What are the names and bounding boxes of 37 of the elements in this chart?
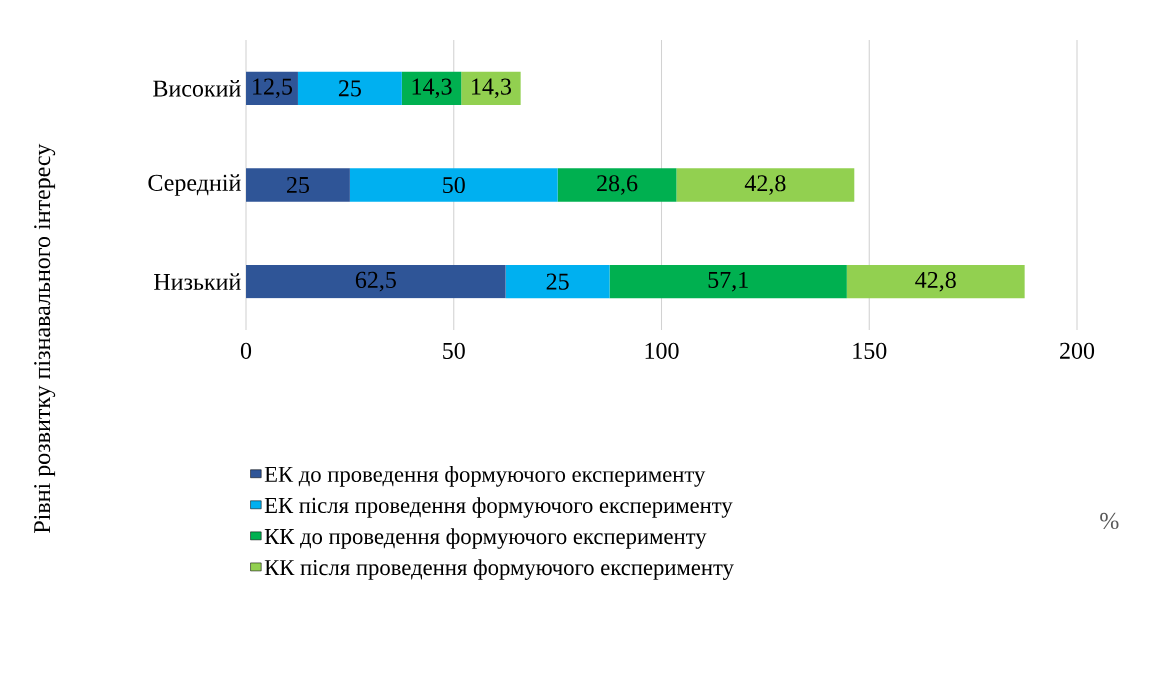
data-label: 57,1 (708, 271, 748, 292)
text: % (1100, 512, 1119, 530)
data-label: 25 (338, 80, 361, 97)
x-tick-label: 200 (1060, 342, 1095, 359)
bar (846, 265, 1025, 299)
bar (246, 265, 506, 299)
data-label: 12,5 (253, 78, 293, 99)
data-label: 14,3 (472, 78, 512, 99)
bar (609, 265, 847, 299)
bar (676, 168, 855, 202)
y-axis-title: Рівні розвитку пізнавального інтересу (34, 143, 56, 533)
x-tick-label: 100 (645, 342, 679, 359)
data-label: 25 (286, 176, 310, 194)
data-label: 42,8 (915, 271, 956, 292)
legend-label: ЕК до проведення формуючого експерименту (264, 466, 706, 487)
bar (557, 168, 677, 202)
data-label: 62,5 (355, 271, 396, 292)
bar (246, 168, 350, 202)
bar (505, 265, 610, 299)
data-label: 14,3 (412, 78, 452, 99)
bar (297, 71, 402, 105)
bar (461, 71, 521, 105)
data-label: 42,8 (744, 175, 786, 195)
x-tick-label: 50 (443, 342, 465, 359)
x-tick-label: 0 (240, 342, 252, 359)
bar (401, 71, 462, 105)
legend-label: КК після проведення формуючого експерименту (264, 559, 734, 580)
y-tick-label: Середній (148, 174, 241, 196)
data-label: 50 (443, 176, 465, 194)
data-label: 25 (546, 273, 569, 290)
data-label: 28,6 (597, 175, 638, 195)
y-tick-label: Високий (153, 79, 241, 97)
y-tick-label: Низький (154, 273, 241, 290)
x-tick-label: 150 (853, 342, 887, 359)
bar (349, 168, 558, 202)
legend-label: КК до проведення формуючого експерименту (264, 528, 707, 549)
legend-label: ЕК після проведення формуючого експерименту (264, 497, 733, 518)
